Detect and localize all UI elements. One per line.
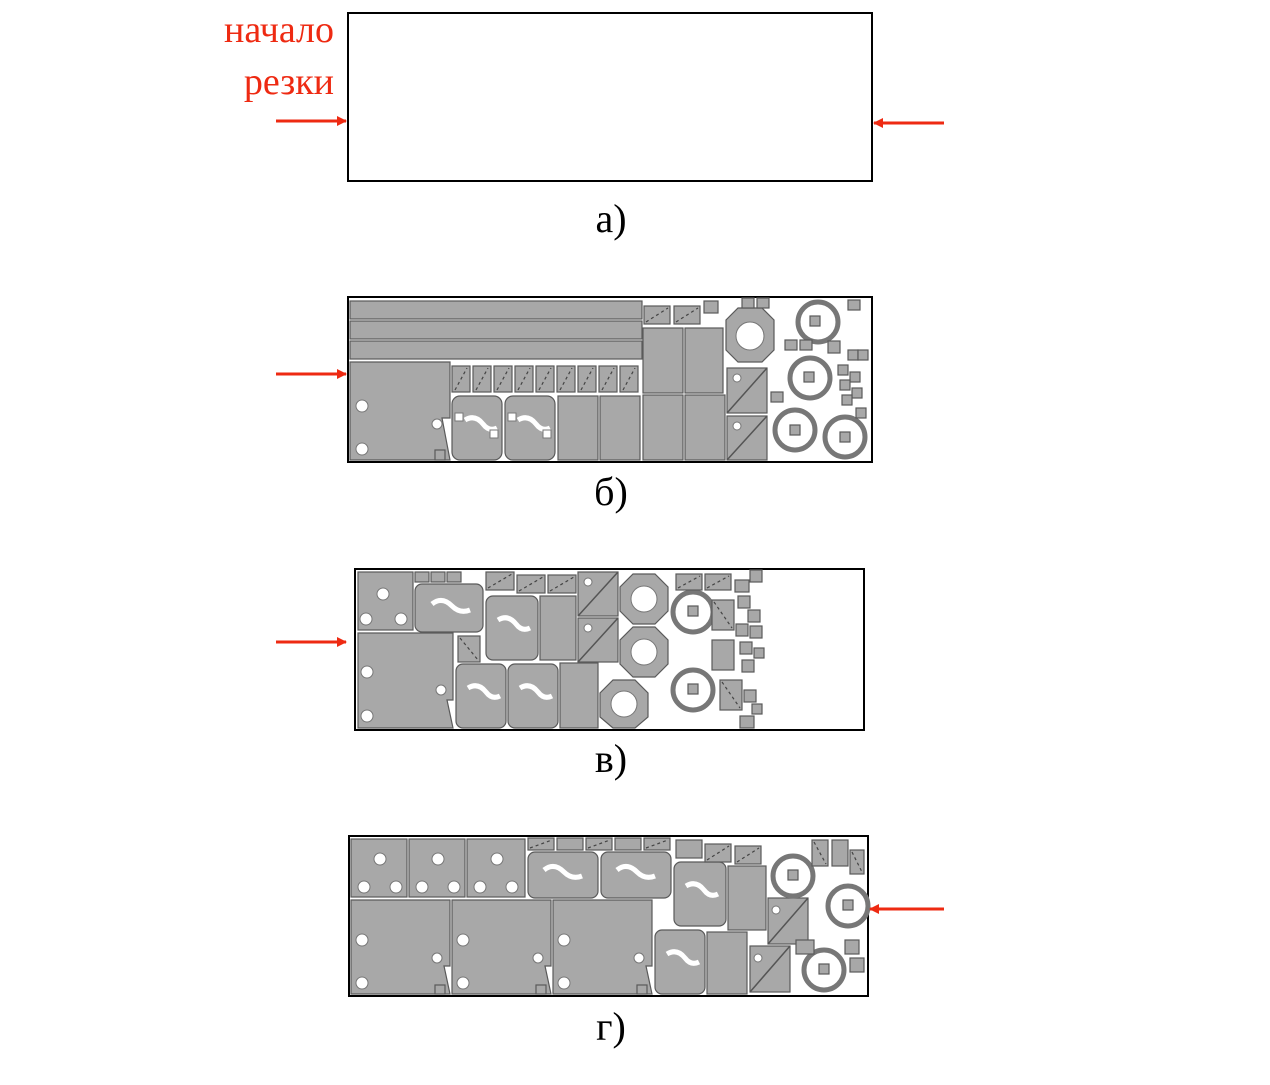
part <box>349 300 643 320</box>
ring-part <box>822 414 868 460</box>
part <box>434 449 446 461</box>
part <box>350 899 451 995</box>
part <box>599 395 641 461</box>
part <box>684 327 724 394</box>
part <box>451 395 503 461</box>
part <box>507 663 559 729</box>
part <box>455 663 507 729</box>
ring-part <box>770 853 816 899</box>
part <box>654 929 706 995</box>
ring-part <box>801 947 847 993</box>
caption-a: а) <box>595 196 626 241</box>
ring-part <box>670 667 716 713</box>
part <box>706 931 748 995</box>
ring-part <box>772 407 818 453</box>
part <box>349 361 451 461</box>
ring-part <box>795 299 841 345</box>
part <box>504 395 556 461</box>
ring-part <box>825 883 871 929</box>
part <box>559 662 599 729</box>
part <box>349 340 643 360</box>
part <box>642 327 684 394</box>
part <box>557 395 599 461</box>
caption-v: в) <box>595 736 627 781</box>
panel-a: а) <box>276 12 944 241</box>
hatched-row <box>451 365 639 393</box>
part <box>727 865 767 931</box>
hole <box>355 442 369 456</box>
sheet-a <box>347 12 873 182</box>
panel-b: б) <box>276 296 873 514</box>
part <box>527 851 599 899</box>
hole <box>355 399 369 413</box>
panel-v: в) <box>276 568 865 781</box>
part <box>684 394 726 461</box>
ring-part <box>787 355 833 401</box>
caption-b: б) <box>594 469 628 514</box>
part <box>357 632 454 729</box>
cut-start-label-line2: резки <box>244 61 334 103</box>
hole <box>431 418 443 430</box>
panel-g: г) <box>348 835 944 1049</box>
part <box>349 320 643 340</box>
caption-g: г) <box>596 1004 626 1049</box>
part <box>485 595 539 661</box>
part <box>451 899 552 995</box>
part <box>673 861 727 927</box>
part <box>539 595 577 661</box>
part <box>414 583 484 633</box>
part <box>552 899 653 995</box>
part <box>642 394 684 461</box>
part <box>703 300 719 314</box>
cut-start-label-line1: начало <box>224 9 334 51</box>
part <box>600 851 672 899</box>
